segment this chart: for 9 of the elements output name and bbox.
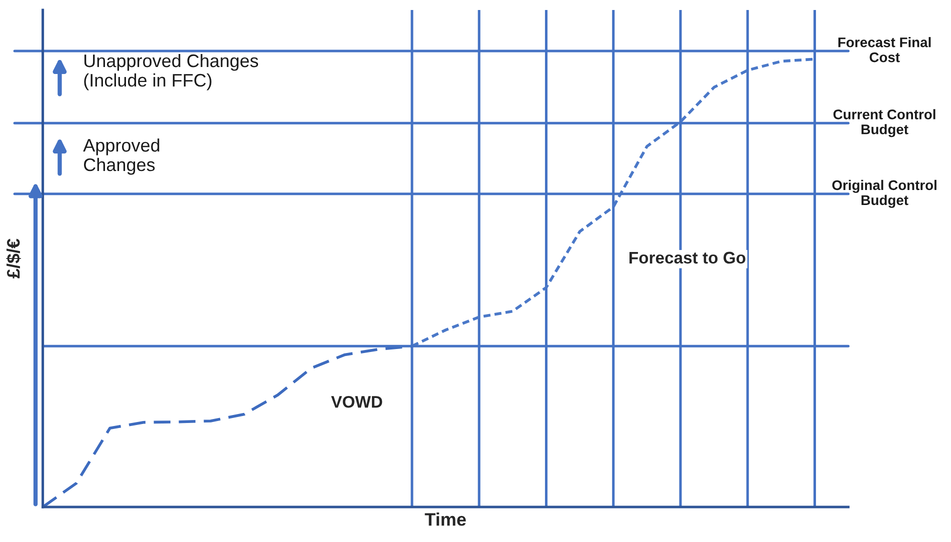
ref-line-label: Forecast Final Cost xyxy=(838,37,931,62)
ref-line-label: Original Control Budget xyxy=(832,180,936,208)
ref-line-label: Current Control Budget xyxy=(833,109,936,138)
annotation: Unapproved Changes (Include in FFC) xyxy=(84,54,258,90)
annotation: Approved Changes xyxy=(83,138,160,175)
series-label: VOWD xyxy=(331,396,382,408)
y-axis-title: £/$/€ xyxy=(6,238,21,278)
text: Forecast to Go xyxy=(630,252,746,264)
x-axis-title: Time xyxy=(424,512,466,526)
